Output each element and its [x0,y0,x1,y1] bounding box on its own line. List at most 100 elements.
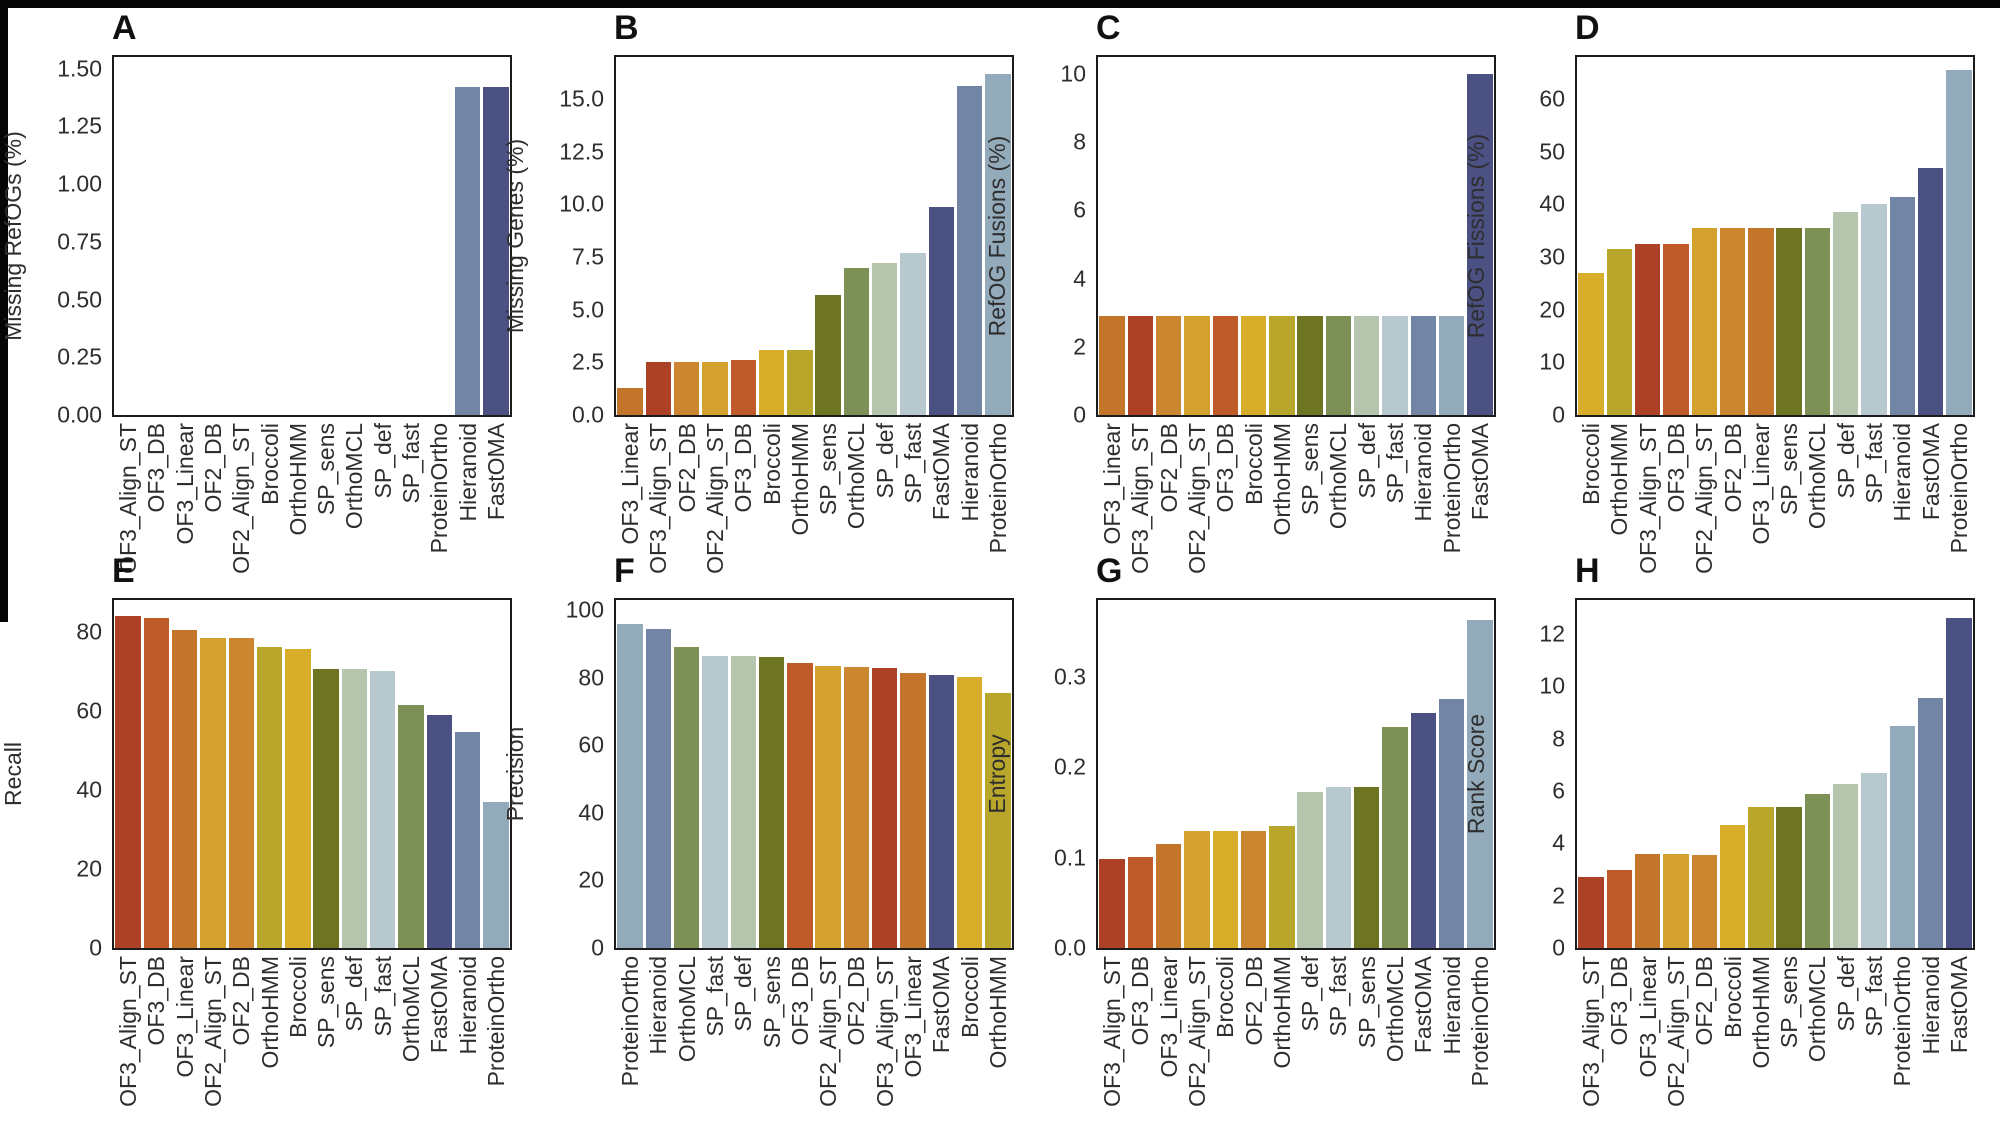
y-tick-label: 7.5 [572,243,604,270]
x-tick-label-SP_fast: SP_fast [369,956,396,1037]
x-tick-label-SP_fast: SP_fast [1381,423,1408,504]
bar-SP_sens [1776,806,1802,948]
x-tick-label-Hieranoid: Hieranoid [454,956,481,1055]
x-tick-label-SP_sens: SP_sens [815,423,842,516]
x-tick-label-OF3_Align_ST: OF3_Align_ST [115,956,142,1107]
x-tick-label-OF3_Align_ST: OF3_Align_ST [1127,423,1154,574]
plot-area-G: Entropy 0.0 0.1 0.2 0.3 OF3_Align_ST OF3_DB OF3… [984,598,1496,1107]
bar-OrthoMCL [1804,793,1831,948]
x-tick-label-OrthoMCL: OrthoMCL [1325,423,1352,530]
bar-ProteinOrtho [1946,70,1972,415]
y-tick-label: 6 [1073,196,1086,223]
panel-letter-E: E [112,552,135,590]
y-tick-label: 2.5 [572,348,604,375]
y-axis-label-H: Rank Score [1463,713,1489,835]
y-tick-label: 8 [1552,725,1565,752]
bar-SP_fast [1861,204,1887,415]
plot-area-C: RefOG Fusions (%) 0 2 4 6 8 10 OF3_Linear OF3_Al… [984,55,1496,574]
bar-OF3_DB [730,360,756,415]
y-tick-label: 0.0 [572,401,604,428]
bar-OF2_Align_ST [1184,316,1210,415]
x-tick-label-OF3_Align_ST: OF3_Align_ST [1578,956,1605,1107]
bar-OF3_DB [1606,869,1633,948]
panel-E: E Recall 0 20 40 60 80 OF3_Align_ST OF3_DB OF3_Li… [0,552,512,1107]
x-tick-label-ProteinOrtho: ProteinOrtho [426,423,453,554]
bar-OF2_Align_ST [815,665,841,948]
x-tick-label-OF3_DB: OF3_DB [143,956,170,1046]
bar-OF3_Align_ST [1578,877,1604,948]
bar-Broccoli [1578,272,1604,415]
x-tick-label-OF3_Align_ST: OF3_Align_ST [1634,423,1661,574]
x-tick-label-OF2_DB: OF2_DB [673,423,700,513]
panel-letter-B: B [614,9,639,47]
x-tick-label-OF3_DB: OF3_DB [786,956,813,1046]
x-tick-label-OF2_Align_ST: OF2_Align_ST [701,423,728,574]
x-tick-label-OF2_DB: OF2_DB [228,956,255,1046]
y-tick-label: 0.25 [57,343,102,370]
x-tick-label-Broccoli: Broccoli [256,423,283,505]
x-tick-label-ProteinOrtho: ProteinOrtho [617,956,644,1087]
x-tick-label-Broccoli: Broccoli [1212,956,1239,1038]
y-tick-label: 12 [1539,620,1565,647]
x-tick-label-OF3_Linear: OF3_Linear [171,956,198,1078]
x-tick-label-SP_def: SP_def [730,956,757,1032]
bar-ProteinOrtho [617,623,643,948]
x-tick-label-OF3_Align_ST: OF3_Align_ST [645,423,672,574]
x-tick-label-Hieranoid: Hieranoid [956,423,983,522]
x-tick-label-OF2_DB: OF2_DB [1691,956,1718,1046]
bar-FastOMA [928,206,954,415]
x-tick-label-Broccoli: Broccoli [1240,423,1267,505]
y-tick-label: 60 [1539,85,1565,112]
x-tick-label-OrthoHMM: OrthoHMM [1268,423,1295,536]
y-tick-label: 80 [76,618,102,645]
x-tick-label-FastOMA: FastOMA [1466,423,1493,521]
x-tick-label-Hieranoid: Hieranoid [1438,956,1465,1055]
bar-FastOMA [1467,74,1493,415]
bar-OF3_Align_ST [1634,243,1661,415]
x-tick-label-SP_fast: SP_fast [899,423,926,504]
y-tick-label: 10 [1539,672,1565,699]
y-axis-label-D: RefOG Fissions (%) [1463,133,1489,339]
y-tick-label: 20 [76,855,102,882]
y-tick-label: 0.2 [1054,753,1086,780]
bar-OrthoHMM [787,349,813,415]
x-tick-label-OrthoMCL: OrthoMCL [1804,423,1831,530]
y-tick-label: 8 [1073,128,1086,155]
x-tick-label-SP_sens: SP_sens [1776,956,1803,1049]
x-tick-label-OrthoHMM: OrthoHMM [1606,423,1633,536]
y-tick-label: 0 [1073,401,1086,428]
x-tick-label-SP_fast: SP_fast [1860,956,1887,1037]
bar-SP_sens [1353,787,1380,948]
bar-Hieranoid [1410,316,1436,415]
x-tick-label-OrthoMCL: OrthoMCL [673,956,700,1063]
x-tick-label-SP_sens: SP_sens [1353,956,1380,1049]
bar-SP_def [1353,316,1380,415]
bar-OF3_Linear [171,629,198,948]
bar-Broccoli [758,349,785,415]
y-tick-label: 60 [76,697,102,724]
x-tick-label-OF2_Align_ST: OF2_Align_ST [1691,423,1718,574]
x-tick-label-OrthoMCL: OrthoMCL [1804,956,1831,1063]
x-tick-label-SP_def: SP_def [1353,423,1380,499]
plot-area-D: RefOG Fissions (%) 0 10 20 30 40 50 60 Broccoli O… [1463,55,1975,574]
y-tick-label: 1.50 [57,55,102,82]
y-tick-label: 1.00 [57,170,102,197]
x-tick-label-FastOMA: FastOMA [1917,423,1944,521]
bar-OF2_Align_ST [1184,830,1210,948]
bar-SP_sens [1297,316,1323,415]
y-tick-label: 0.50 [57,286,102,313]
bar-FastOMA [483,87,509,415]
bar-SP_fast [1325,787,1352,948]
x-tick-label-OrthoHMM: OrthoHMM [786,423,813,536]
x-tick-label-FastOMA: FastOMA [426,956,453,1054]
x-tick-label-OrthoHMM: OrthoHMM [284,423,311,536]
x-tick-label-OF3_DB: OF3_DB [730,423,757,513]
x-tick-label-OF2_Align_ST: OF2_Align_ST [1183,956,1210,1107]
x-tick-label-OrthoHMM: OrthoHMM [1268,956,1295,1069]
plot-area-E: Recall 0 20 40 60 80 OF3_Align_ST OF3_DB OF3_Lin… [0,598,512,1107]
x-tick-label-OF3_Linear: OF3_Linear [899,956,926,1078]
bar-Broccoli [285,649,311,948]
bar-Hieranoid [454,87,481,415]
panel-G: G Entropy 0.0 0.1 0.2 0.3 OF3_Align_ST OF3_DB OF… [984,552,1496,1107]
panel-D: D RefOG Fissions (%) 0 10 20 30 40 50 60 Broccoli… [1463,9,1975,574]
